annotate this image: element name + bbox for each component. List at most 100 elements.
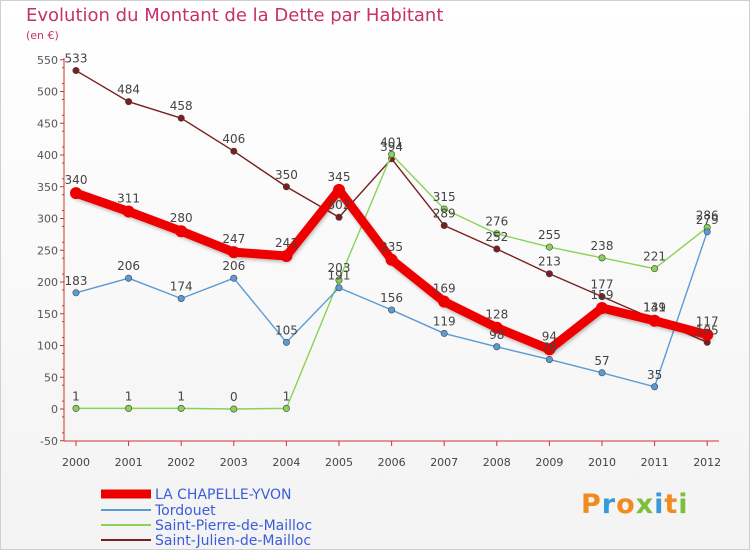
- data-label: 35: [647, 368, 662, 382]
- series-point: [125, 274, 133, 282]
- series-point: [648, 314, 661, 327]
- data-label: 315: [433, 190, 456, 204]
- series-point: [598, 254, 606, 262]
- data-label: 159: [591, 288, 614, 302]
- data-label: 117: [696, 315, 719, 329]
- y-tick-label: 500: [37, 86, 58, 99]
- series-point: [545, 270, 553, 278]
- data-label: 105: [275, 323, 298, 337]
- data-label: 235: [380, 240, 403, 254]
- data-label: 1: [177, 389, 185, 403]
- series-point: [703, 228, 711, 236]
- chart-axes: -500501001502002503003504004505005502000…: [37, 54, 721, 469]
- data-label: 1: [72, 389, 80, 403]
- x-tick-label: 2007: [430, 456, 458, 469]
- legend-label: Saint-Julien-de-Mailloc: [155, 533, 311, 549]
- series-point: [177, 295, 185, 303]
- series-point: [70, 187, 82, 200]
- data-label: 247: [222, 232, 245, 246]
- data-label: 350: [275, 168, 298, 182]
- series-point: [280, 249, 293, 262]
- chart-title: Evolution du Montant de la Dette par Hab…: [26, 5, 444, 26]
- data-label: 276: [485, 215, 508, 229]
- x-tick-label: 2004: [272, 456, 300, 469]
- data-label: 279: [696, 213, 719, 227]
- series-point: [177, 114, 185, 122]
- series-point: [493, 343, 501, 351]
- data-label: 78: [542, 340, 557, 354]
- data-label: 0: [230, 390, 238, 404]
- x-tick-label: 2009: [535, 456, 563, 469]
- data-label: 206: [222, 259, 245, 273]
- data-label: 241: [275, 236, 298, 250]
- data-label: 533: [65, 52, 88, 66]
- data-label: 105: [696, 323, 719, 337]
- data-label: 183: [65, 274, 88, 288]
- x-tick-label: 2006: [378, 456, 406, 469]
- y-tick-label: 150: [37, 308, 58, 321]
- series-point: [438, 295, 451, 308]
- data-label: 340: [65, 173, 88, 187]
- x-tick-label: 2002: [167, 456, 195, 469]
- series-point: [440, 329, 448, 337]
- data-label: 286: [696, 208, 719, 222]
- series-point: [177, 404, 185, 412]
- y-tick-label: 250: [37, 244, 58, 257]
- data-label: 1: [125, 389, 133, 403]
- proxiti-logo: Proxiti: [581, 489, 689, 520]
- data-label: 174: [170, 280, 193, 294]
- series-point: [227, 246, 240, 259]
- x-tick-label: 2010: [588, 456, 616, 469]
- chart-legend: LA CHAPELLE-YVONTordouetSaint-Pierre-de-…: [101, 487, 312, 549]
- data-label: 206: [117, 259, 140, 273]
- series-point: [282, 404, 290, 412]
- data-label: 119: [433, 314, 456, 328]
- series-point: [282, 183, 290, 191]
- series-point: [440, 221, 448, 229]
- y-tick-label: 200: [37, 276, 58, 289]
- series-point: [543, 343, 556, 356]
- data-label: 406: [222, 132, 245, 146]
- series-point: [72, 289, 80, 297]
- x-tick-label: 2003: [220, 456, 248, 469]
- x-tick-label: 2008: [483, 456, 511, 469]
- data-label: 311: [117, 192, 140, 206]
- data-label: 302: [328, 198, 351, 212]
- data-label: 458: [170, 99, 193, 113]
- data-label: 203: [328, 261, 351, 275]
- data-label: 128: [485, 308, 508, 322]
- series-point: [493, 230, 501, 238]
- data-label: 177: [591, 278, 614, 292]
- y-tick-label: 300: [37, 213, 58, 226]
- series-point: [230, 405, 238, 413]
- series-point: [388, 306, 396, 314]
- series-point: [122, 205, 135, 218]
- series-point: [282, 338, 290, 346]
- legend-label: LA CHAPELLE-YVON: [155, 487, 292, 503]
- data-label: 141: [643, 300, 666, 314]
- data-label: 139: [643, 301, 666, 315]
- series-point: [230, 147, 238, 155]
- series-point: [125, 98, 133, 106]
- y-tick-label: 450: [37, 117, 58, 130]
- series-point: [701, 328, 714, 341]
- data-label: 57: [594, 354, 609, 368]
- legend-label: Tordouet: [154, 503, 216, 519]
- data-label: 255: [538, 228, 561, 242]
- series-point: [72, 67, 80, 75]
- series-point: [651, 383, 659, 391]
- data-label: 213: [538, 255, 561, 269]
- y-tick-label: 550: [37, 54, 58, 67]
- data-label: 156: [380, 291, 403, 305]
- y-tick-label: 0: [51, 403, 58, 416]
- x-tick-label: 2011: [641, 456, 669, 469]
- series-point: [72, 404, 80, 412]
- series-point: [175, 225, 188, 238]
- series-point: [651, 265, 659, 273]
- y-tick-label: 400: [37, 149, 58, 162]
- data-label: 169: [433, 282, 456, 296]
- data-label: 289: [433, 206, 456, 220]
- data-label: 345: [328, 170, 351, 184]
- series-point: [598, 369, 606, 377]
